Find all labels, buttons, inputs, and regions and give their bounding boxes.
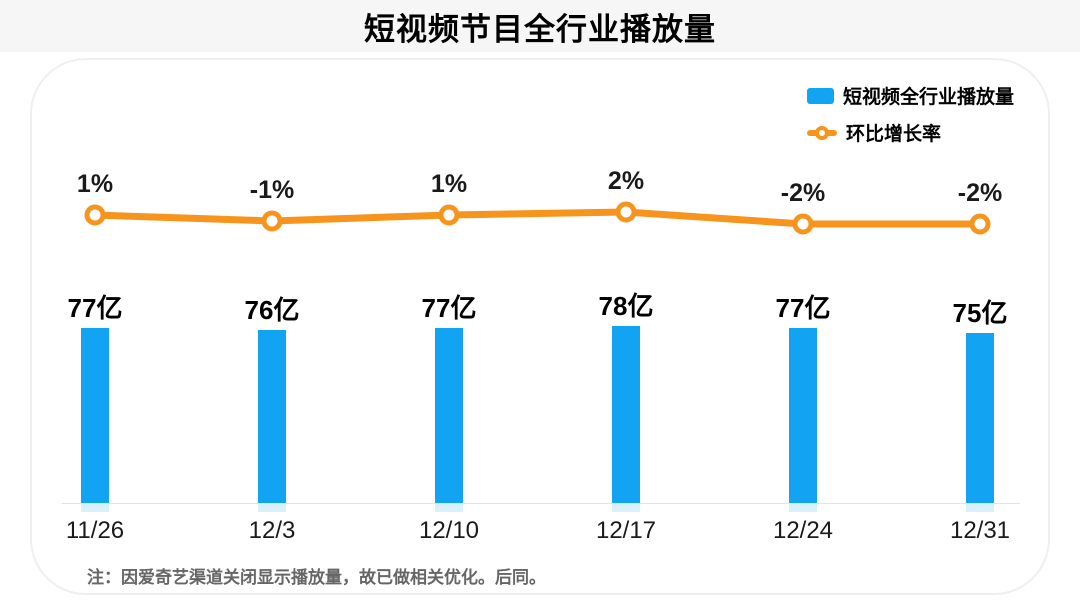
bar — [789, 328, 817, 503]
growth-line-series — [84, 201, 991, 235]
line-point-marker — [84, 204, 106, 226]
chart-card: 77亿 1% 11/26 76亿 -1% 12/3 77亿 1% 12/10 78亿 2% 12/17… — [30, 58, 1050, 595]
line-point-marker — [261, 210, 283, 232]
x-axis-tick-label: 12/31 — [949, 517, 1011, 544]
growth-value-label: 1% — [76, 170, 114, 198]
x-axis-tick-label: 12/17 — [595, 517, 657, 544]
bar — [435, 328, 463, 503]
bar-reflection — [789, 504, 817, 512]
line-marker-icon — [806, 124, 837, 142]
bar-swatch-icon — [806, 87, 834, 104]
growth-line — [91, 208, 984, 228]
growth-value-label: -2% — [957, 179, 1003, 207]
bar-reflection — [81, 504, 109, 512]
legend-item-growth: 环比增长率 — [806, 119, 941, 146]
page-title: 短视频节目全行业播放量 — [364, 11, 716, 47]
x-axis-tick-label: 11/26 — [65, 517, 125, 544]
legend-bar-label: 短视频全行业播放量 — [842, 87, 1014, 108]
growth-value-label: -1% — [249, 176, 295, 204]
legend-line-label: 环比增长率 — [845, 124, 941, 145]
bar-reflection — [258, 504, 286, 512]
bar — [81, 328, 109, 503]
bar — [612, 326, 640, 503]
title-bar: 短视频节目全行业播放量 — [0, 0, 1080, 52]
growth-value-label: 2% — [607, 167, 645, 195]
growth-value-label: 1% — [430, 170, 468, 198]
bar — [966, 333, 994, 503]
bar-value-label: 77亿 — [775, 293, 831, 323]
x-axis-line — [62, 503, 1020, 504]
footnote: 注：因爱奇艺渠道关闭显示播放量，故已做相关优化。后同。 — [87, 568, 546, 587]
bar-value-label: 78亿 — [598, 291, 654, 321]
x-axis-tick-label: 12/10 — [418, 517, 480, 544]
bar-value-label: 76亿 — [244, 295, 300, 325]
bar-value-label: 77亿 — [421, 293, 477, 323]
bar-reflection — [435, 504, 463, 512]
bar — [258, 330, 286, 503]
bar-value-label: 77亿 — [67, 293, 123, 323]
x-axis-tick-label: 12/24 — [772, 517, 834, 544]
x-axis-tick-label: 12/3 — [248, 517, 296, 544]
legend-item-playback: 短视频全行业播放量 — [806, 82, 1014, 109]
line-point-marker — [615, 201, 637, 223]
legend: 短视频全行业播放量 环比增长率 — [806, 82, 1014, 146]
growth-value-label: -2% — [780, 179, 826, 207]
bar-reflection — [612, 504, 640, 512]
bar-reflection — [966, 504, 994, 512]
bar-value-label: 75亿 — [952, 298, 1008, 328]
line-point-marker — [969, 213, 991, 235]
chart-plot-area: 77亿 1% 11/26 76亿 -1% 12/3 77亿 1% 12/10 78亿 2% 12/17… — [32, 60, 1052, 597]
line-point-marker — [438, 204, 460, 226]
line-point-marker — [792, 213, 814, 235]
